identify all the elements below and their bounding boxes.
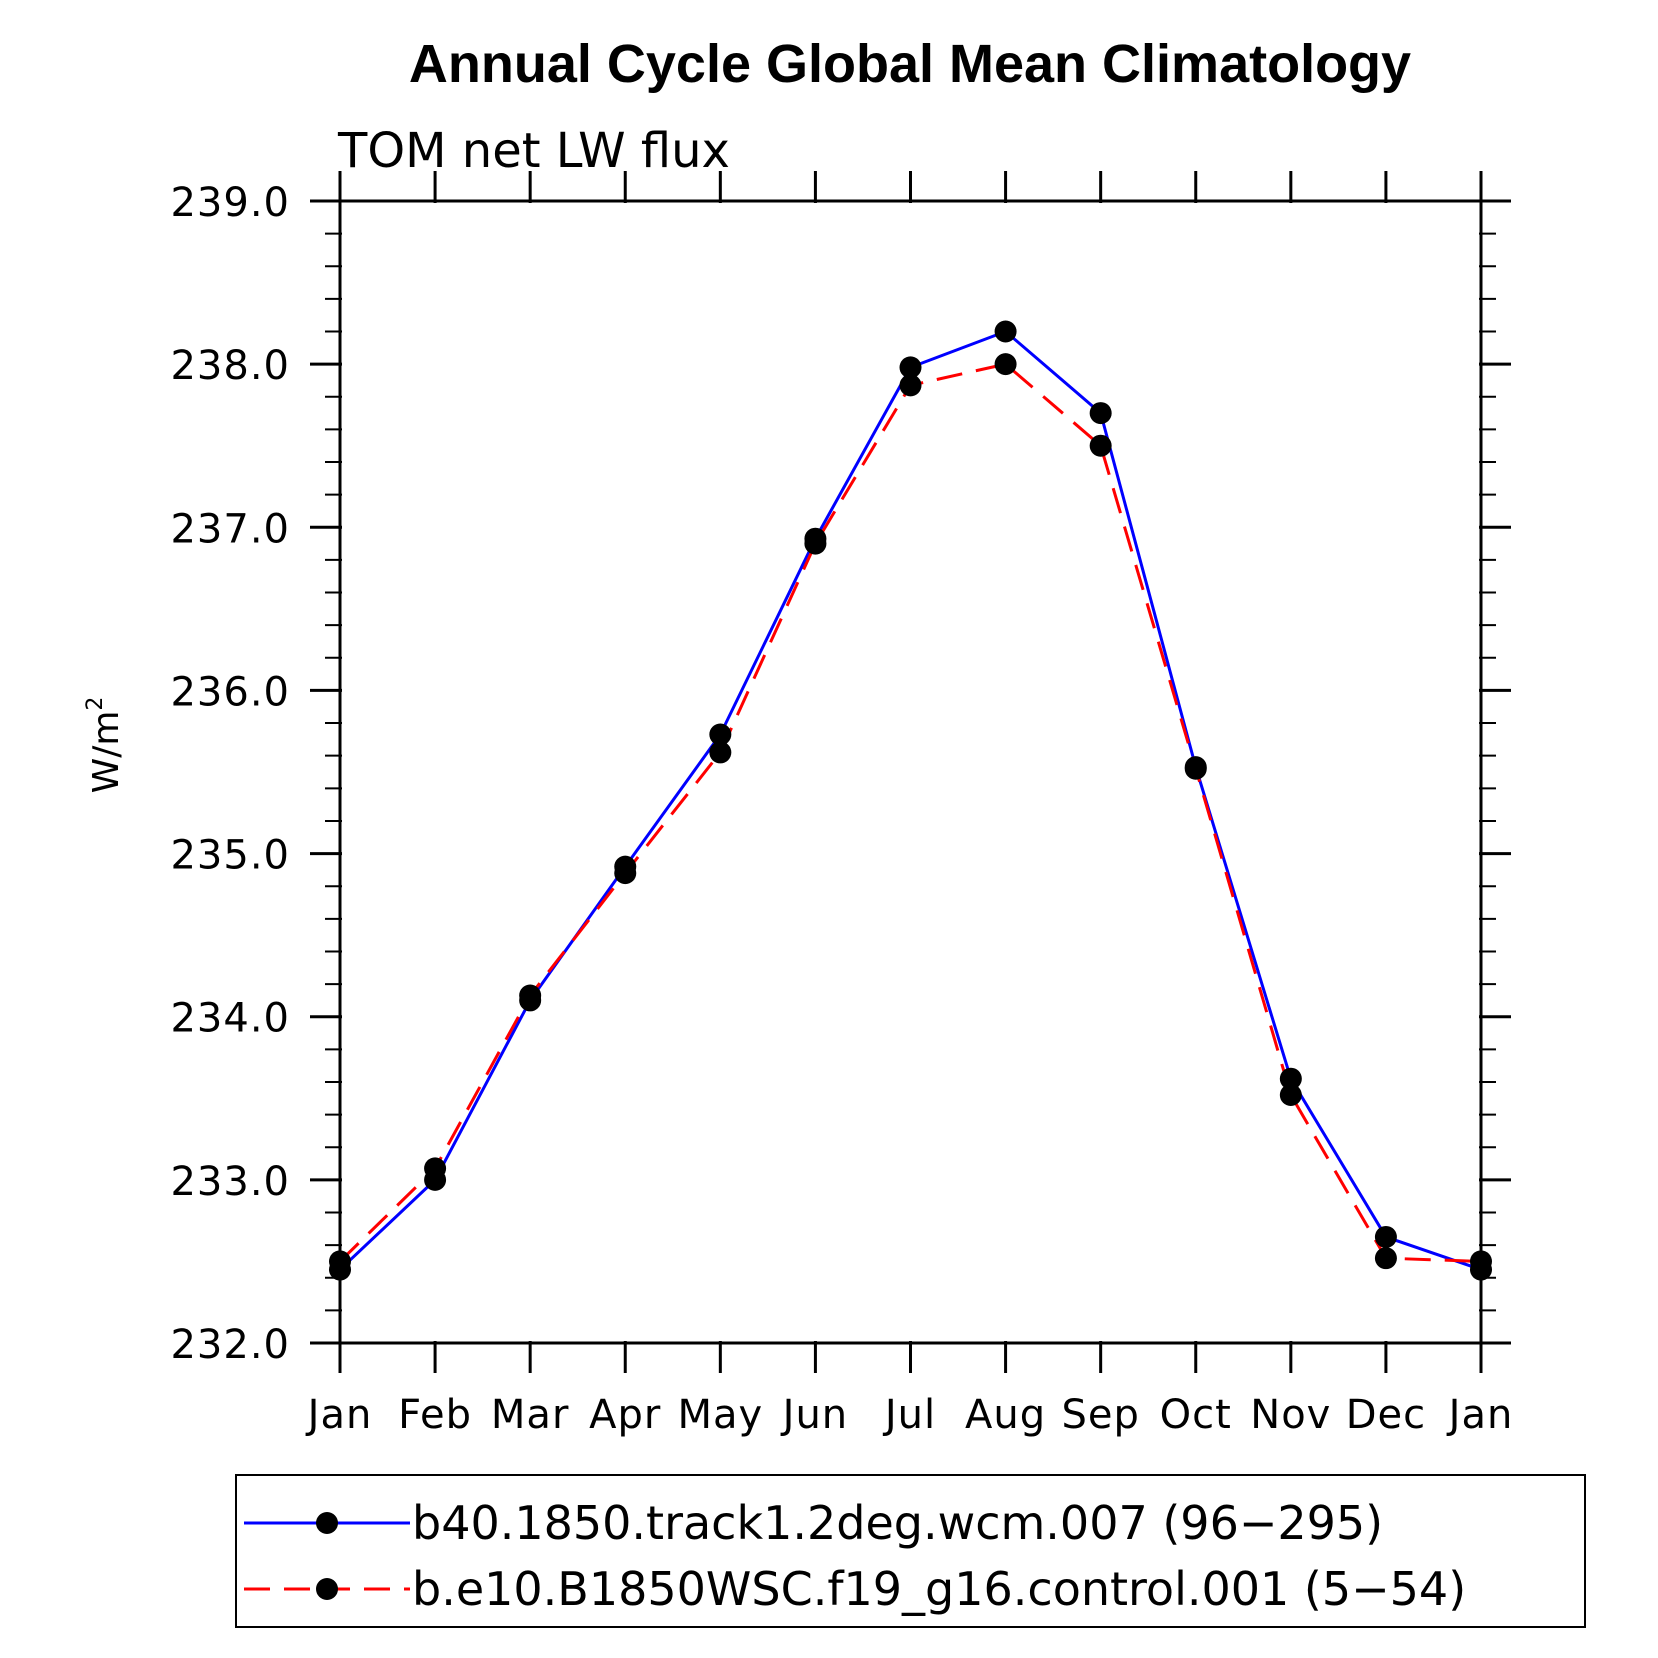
- y-tick-labels: 232.0 233.0 234.0 235.0 236.0 237.0 238.0 239.0: [170, 180, 290, 1368]
- y-tick-label: 238.0: [170, 343, 290, 389]
- axis-ticks: [310, 171, 1511, 1373]
- legend-box: [235, 1474, 1586, 1628]
- x-tick-label: Jan: [305, 1392, 373, 1438]
- y-axis-label: W/m: [86, 711, 127, 794]
- x-tick-label: Apr: [589, 1392, 661, 1438]
- series-2-point: [709, 741, 732, 764]
- series-2-point: [804, 532, 827, 555]
- x-tick-label: May: [677, 1392, 763, 1438]
- x-tick-label: Mar: [491, 1392, 569, 1438]
- legend-entries: b40.1850.track1.2deg.wcm.007 (96−295) b.e…: [244, 1496, 1466, 1616]
- x-tick-label: Sep: [1061, 1392, 1139, 1438]
- y-tick-label: 235.0: [170, 833, 290, 879]
- x-tick-label: Jun: [780, 1392, 849, 1438]
- y-tick-label: 234.0: [170, 996, 290, 1042]
- x-tick-label: Feb: [398, 1392, 472, 1438]
- series-2-point: [519, 984, 542, 1007]
- y-axis-title: W/m2: [83, 697, 127, 794]
- series-2-point: [614, 862, 637, 885]
- series-1-point: [1089, 402, 1112, 425]
- series-2-point: [1470, 1250, 1492, 1273]
- series-2-point: [1089, 434, 1112, 457]
- legend-label-1: b40.1850.track1.2deg.wcm.007 (96−295): [412, 1496, 1383, 1550]
- legend: b40.1850.track1.2deg.wcm.007 (96−295) b.e…: [235, 1474, 1586, 1628]
- x-tick-label: Dec: [1346, 1392, 1426, 1438]
- series-2-point: [1374, 1247, 1397, 1270]
- x-tick-label: Oct: [1160, 1392, 1232, 1438]
- series-1-point: [899, 356, 922, 379]
- series-1-point: [709, 723, 732, 746]
- series-line-1: [338, 330, 1482, 1272]
- legend-marker-1: [316, 1512, 338, 1534]
- series-2-point: [1184, 757, 1207, 780]
- y-tick-label: 239.0: [170, 180, 290, 226]
- y-tick-label: 237.0: [170, 506, 290, 552]
- series-2-point: [994, 353, 1017, 376]
- y-tick-label: 232.0: [170, 1322, 290, 1368]
- x-tick-label: Jul: [882, 1392, 936, 1438]
- svg-text:W/m2: W/m2: [83, 697, 127, 794]
- series-1-point: [994, 320, 1017, 343]
- x-tick-label: Jan: [1446, 1392, 1514, 1438]
- chart-subtitle: TOM net LW flux: [337, 123, 730, 179]
- legend-label-2: b.e10.B1850WSC.f19_g16.control.001 (5−54…: [412, 1562, 1466, 1616]
- y-tick-label: 233.0: [170, 1159, 290, 1205]
- legend-marker-2: [316, 1578, 338, 1600]
- chart-title: Annual Cycle Global Mean Climatology: [409, 34, 1411, 94]
- series-2-point: [329, 1250, 351, 1273]
- y-tick-label: 236.0: [170, 669, 290, 715]
- series-2-point: [424, 1157, 447, 1180]
- series-2-point: [1279, 1084, 1302, 1107]
- series-layer: [329, 320, 1492, 1281]
- series-2-point: [899, 374, 922, 397]
- x-tick-labels: Jan Feb Mar Apr May Jun Jul Aug Sep Oct Nov Dec Jan: [305, 1392, 1514, 1438]
- series-1-point: [1374, 1225, 1397, 1248]
- x-tick-label: Aug: [965, 1392, 1046, 1438]
- series-line-2: [338, 362, 1482, 1263]
- y-axis-label-superscript: 2: [83, 697, 108, 711]
- x-tick-label: Nov: [1250, 1392, 1331, 1438]
- series-1-point: [1279, 1067, 1302, 1090]
